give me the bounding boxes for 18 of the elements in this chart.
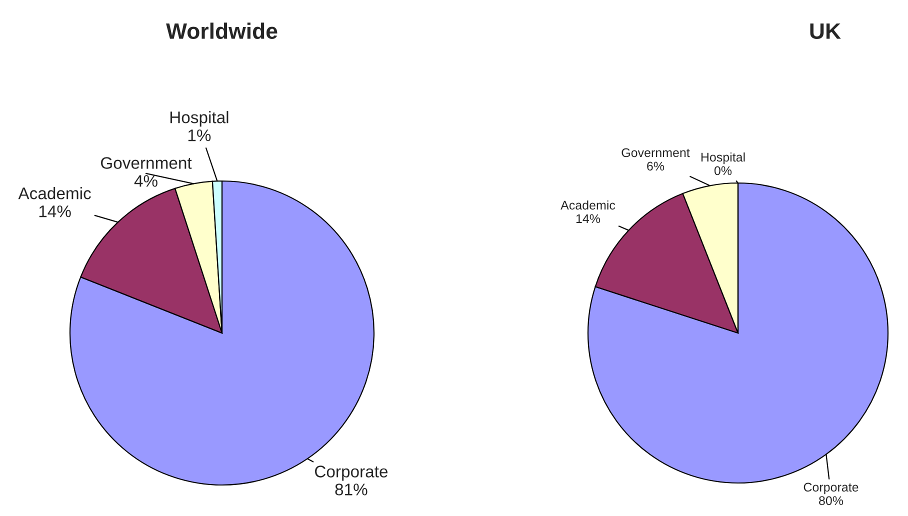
data-label: 1% bbox=[188, 130, 211, 142]
data-label: 14% bbox=[576, 214, 600, 224]
chart-title: Worldwide bbox=[166, 22, 278, 39]
text: 0% bbox=[714, 166, 732, 176]
data-label: 80% bbox=[819, 496, 844, 506]
slice-label: Corporate bbox=[314, 466, 388, 481]
data-label: 4% bbox=[134, 175, 158, 187]
slice-label: Government bbox=[622, 148, 690, 158]
slice-label: Government bbox=[100, 157, 192, 169]
slice-label: Hospital bbox=[170, 111, 228, 127]
slice-label: Corporate bbox=[804, 482, 858, 494]
data-label: 6% bbox=[647, 162, 664, 171]
data-label: 14% bbox=[39, 206, 71, 218]
category-label: Hospital bbox=[701, 152, 745, 164]
chart-title: UK bbox=[810, 23, 841, 39]
slice-label: Academic bbox=[18, 187, 91, 200]
data-label: 81% bbox=[335, 484, 368, 496]
slice-label: Academic bbox=[560, 200, 616, 210]
